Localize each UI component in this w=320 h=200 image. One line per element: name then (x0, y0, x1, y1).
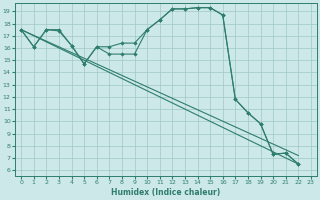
X-axis label: Humidex (Indice chaleur): Humidex (Indice chaleur) (111, 188, 221, 197)
